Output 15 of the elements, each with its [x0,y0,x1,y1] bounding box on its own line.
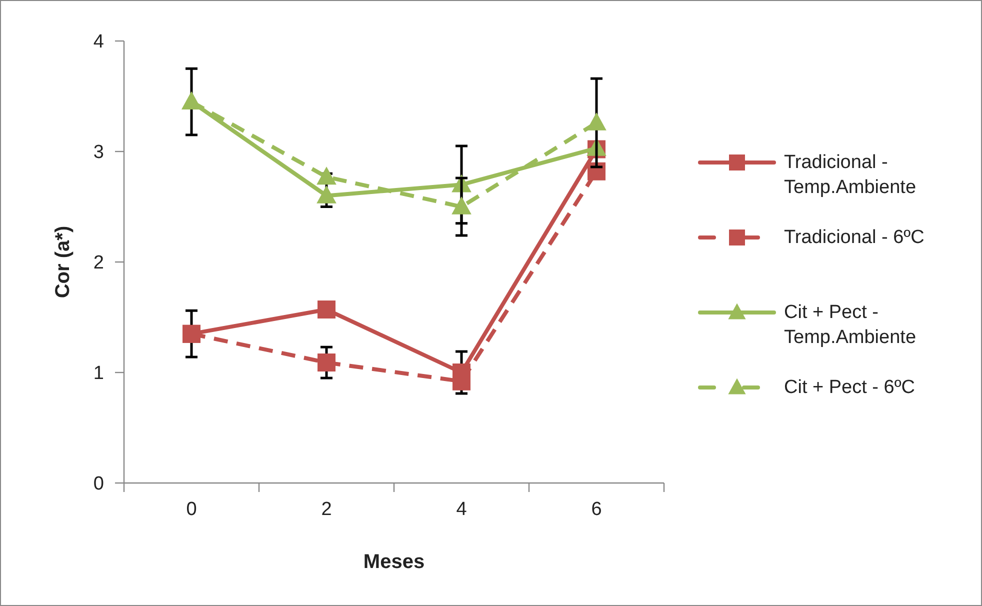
legend-label: Cit + Pect - Temp.Ambiente [784,302,916,348]
x-tick-label: 4 [456,499,468,520]
y-tick-label: 2 [93,252,104,274]
x-tick-label: 6 [591,499,602,520]
legend-label: Tradicional - 6ºC [784,227,924,248]
legend-label: Tradicional - Temp.Ambiente [784,152,916,198]
x-tick-label: 0 [186,499,197,520]
legend-label: Cit + Pect - 6ºC [784,377,916,398]
y-tick-label: 4 [93,32,104,53]
y-axis-title: Cor (a*) [52,226,74,298]
y-tick-label: 3 [93,142,104,164]
y-tick-label: 1 [93,363,104,384]
x-tick-label: 2 [321,499,332,520]
y-tick-label: 0 [93,474,104,495]
x-axis-title: Meses [363,551,425,573]
